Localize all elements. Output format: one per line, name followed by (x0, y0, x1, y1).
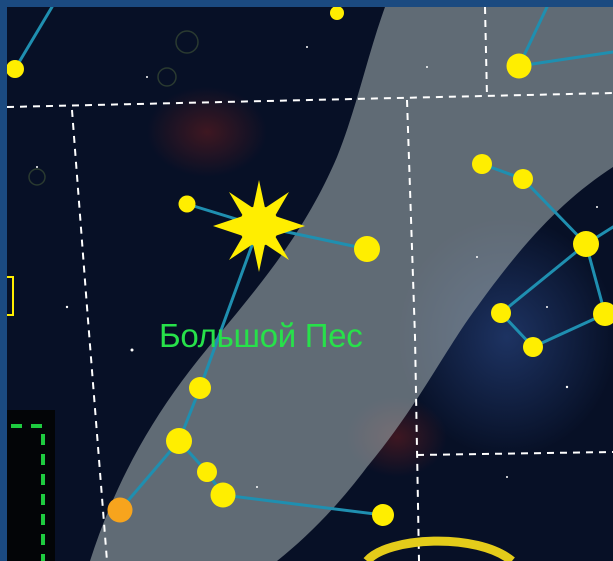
star (491, 303, 511, 323)
star (197, 462, 217, 482)
info-panel (7, 410, 55, 561)
star (472, 154, 492, 174)
constellation-boundaries (7, 7, 613, 561)
ring-marker (363, 536, 515, 561)
constellation-label: Большой Пес (159, 317, 363, 354)
star (210, 482, 236, 508)
info-panel-border (11, 424, 45, 561)
star (513, 169, 533, 189)
star (7, 60, 24, 78)
nebula-glow (147, 87, 267, 177)
star (372, 504, 394, 526)
star-map: Большой Пес (7, 7, 613, 561)
star (523, 337, 543, 357)
star (330, 7, 344, 20)
background-stars (36, 46, 598, 488)
constellation-lines (13, 7, 613, 517)
star (593, 302, 613, 326)
star (178, 195, 196, 213)
star (166, 428, 192, 454)
star (506, 53, 532, 79)
sirius-star (213, 180, 305, 272)
star (573, 231, 599, 257)
star (189, 377, 211, 399)
star (354, 236, 380, 262)
star-map-canvas (7, 7, 613, 561)
orange-star (107, 497, 133, 523)
edge-marker (7, 276, 14, 316)
constellation-stars (7, 7, 613, 526)
milky-way-band (90, 7, 613, 561)
faint-star-outlines (28, 30, 199, 186)
